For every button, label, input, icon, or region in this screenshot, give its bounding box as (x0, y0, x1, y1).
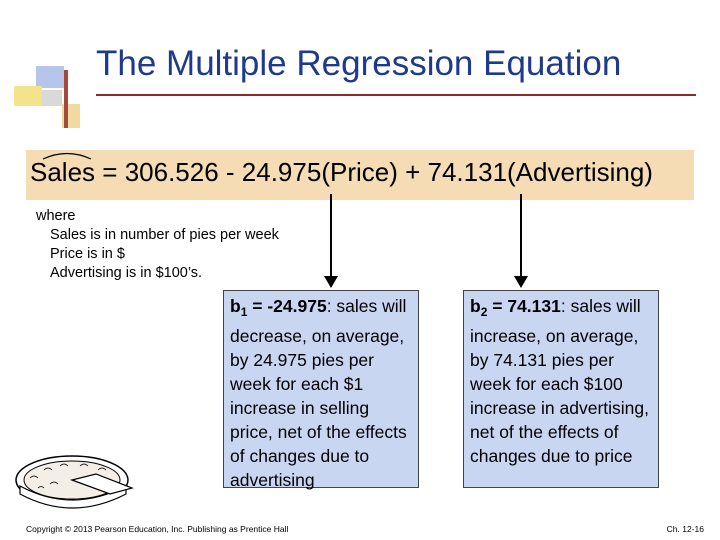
where-heading: where (36, 208, 76, 224)
arrowhead-icon (514, 276, 528, 288)
title-divider (96, 94, 696, 96)
coefficient-box-b2: b2 = 74.131: sales will increase, on ave… (463, 290, 659, 488)
b1-label: b1 = -24.975 (230, 296, 327, 319)
b1-explanation: : sales will decrease, on average, by 24… (230, 296, 407, 490)
equation-rhs: 306.526 - 24.975(Price) + 74.131(Adverti… (124, 157, 653, 187)
definition-advertising: Advertising is in $100’s. (50, 265, 203, 281)
pie-clipart (15, 455, 134, 509)
copyright-footer: Copyright © 2013 Pearson Education, Inc.… (26, 524, 289, 534)
regression-equation: Sales = 306.526 - 24.975(Price) + 74.131… (30, 157, 694, 188)
coefficient-box-b1: b1 = -24.975: sales will decrease, on av… (223, 290, 419, 490)
equation-band (26, 150, 694, 200)
arrow-to-box1 (330, 194, 332, 280)
definition-sales: Sales is in number of pies per week (50, 227, 279, 243)
b2-explanation: : sales will increase, on average, by 74… (470, 296, 649, 466)
arrowhead-icon (324, 276, 338, 288)
b2-label: b2 = 74.131 (470, 296, 561, 319)
definition-price: Price is in $ (50, 246, 125, 262)
variable-definitions: where Sales is in number of pies per wee… (36, 207, 279, 283)
hat-symbol-icon (42, 152, 92, 160)
page-number: Ch. 12-16 (666, 524, 704, 534)
equals-sign: = (102, 157, 125, 187)
arrow-to-box2 (520, 194, 522, 280)
equation-lhs: Sales (30, 157, 96, 187)
decorative-squares-logo (14, 66, 80, 128)
slide-title: The Multiple Regression Equation (96, 44, 622, 83)
